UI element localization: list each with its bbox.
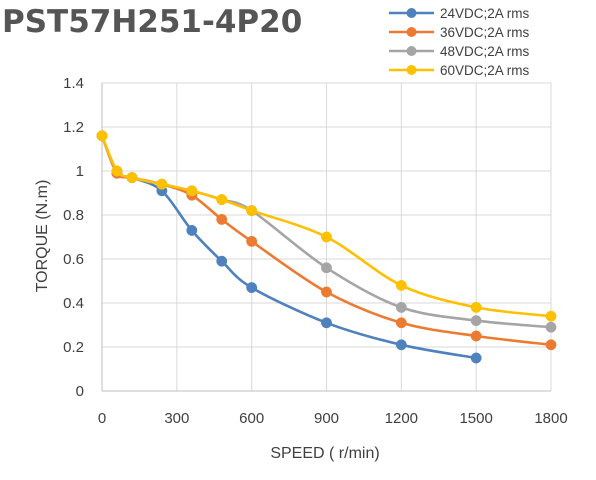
x-tick-label: 1500 — [459, 410, 492, 427]
series-4 — [96, 130, 557, 322]
data-point — [186, 224, 198, 236]
data-point — [216, 194, 228, 206]
data-point — [126, 172, 138, 184]
data-point — [545, 339, 557, 351]
data-point — [321, 317, 332, 329]
y-tick-label: 0 — [76, 383, 84, 400]
data-point — [395, 279, 407, 291]
data-point — [156, 178, 168, 190]
legend-marker — [406, 46, 417, 56]
series-lines — [96, 130, 557, 364]
legend-item: 36VDC;2A rms — [389, 25, 530, 40]
data-point — [321, 286, 332, 298]
data-point — [395, 317, 407, 329]
legend-item: 24VDC;2A rms — [389, 6, 530, 21]
legend-label: 60VDC;2A rms — [440, 63, 530, 78]
x-tick-label: 300 — [164, 410, 189, 427]
y-tick-label: 1.2 — [63, 119, 84, 136]
data-point — [545, 310, 557, 322]
y-tick-label: 0.2 — [63, 339, 84, 356]
data-point — [395, 339, 407, 351]
chart-title: PST57H251-4P20 — [2, 4, 303, 40]
series-line — [100, 135, 477, 360]
data-point — [216, 213, 228, 225]
legend-label: 36VDC;2A rms — [440, 25, 530, 40]
data-point — [470, 330, 482, 342]
y-tick-label: 0.4 — [63, 295, 84, 312]
data-point — [96, 130, 108, 142]
data-point — [111, 165, 123, 177]
legend-item: 48VDC;2A rms — [389, 44, 530, 59]
data-point — [395, 301, 407, 313]
data-point — [470, 352, 482, 364]
x-tick-label: 900 — [314, 410, 339, 427]
axes: 0 300 600 900 1200 1500 1800 0 0.2 0.4 0.6 0.8 1 1.2 1… — [63, 75, 568, 427]
y-tick-label: 1 — [76, 163, 84, 180]
legend-label: 24VDC;2A rms — [440, 6, 530, 21]
data-point — [470, 301, 482, 313]
legend-marker — [406, 27, 417, 37]
y-tick-label: 0.8 — [63, 207, 84, 224]
data-point — [470, 315, 482, 327]
legend-item: 60VDC;2A rms — [389, 63, 530, 78]
data-point — [321, 231, 332, 243]
legend-marker — [406, 8, 417, 18]
data-point — [216, 255, 228, 267]
data-point — [545, 321, 557, 333]
data-point — [186, 185, 198, 197]
legend: 24VDC;2A rms 36VDC;2A rms 48VDC;2A rms 60VD… — [389, 6, 530, 78]
data-point — [321, 262, 332, 274]
x-axis-title: SPEED ( r/min) — [270, 445, 379, 462]
x-tick-label: 600 — [239, 410, 264, 427]
data-point — [246, 205, 258, 217]
x-tick-label: 1800 — [534, 410, 567, 427]
legend-label: 48VDC;2A rms — [440, 44, 530, 59]
data-point — [246, 282, 258, 294]
data-point — [246, 235, 258, 247]
x-tick-label: 0 — [98, 410, 106, 427]
x-tick-label: 1200 — [385, 410, 418, 427]
y-axis-title: TORQUE (N.m) — [34, 180, 51, 293]
y-tick-label: 0.6 — [63, 251, 84, 268]
y-tick-label: 1.4 — [63, 75, 84, 92]
legend-marker — [406, 65, 417, 75]
